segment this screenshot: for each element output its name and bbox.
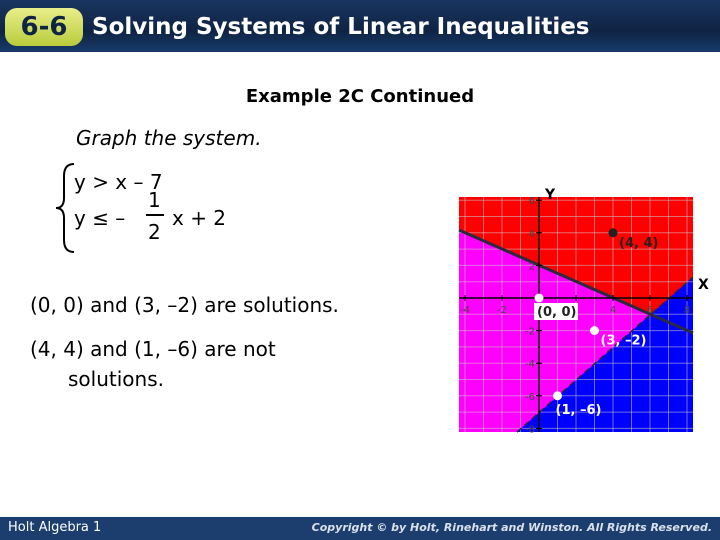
inequality-2-suffix: x + 2 (172, 206, 227, 230)
point (534, 293, 544, 303)
point-label: (4, 4) (619, 236, 658, 251)
slide-title: Solving Systems of Linear Inequalities (92, 14, 590, 40)
label-box (534, 303, 578, 320)
subtitle: Example 2C Continued (245, 86, 475, 107)
point-label: (0, 0) (537, 305, 576, 320)
boundary-line-dashed (516, 276, 694, 433)
x-axis-label: X (698, 277, 709, 293)
footer-right: Copyright © by Holt, Rinehart and Winsto… (311, 521, 712, 534)
y-tick-label: -4 (525, 359, 535, 370)
brace (55, 163, 75, 253)
note: solutions. (68, 367, 164, 391)
x-tick-label: -2 (497, 305, 507, 316)
boundary-line (458, 228, 694, 335)
x-tick-label: 8 (684, 305, 690, 316)
x-tick-label: -4 (460, 305, 470, 316)
x-tick-label: 4 (610, 305, 616, 316)
point-label: (1, –6) (556, 403, 602, 418)
point (553, 391, 562, 401)
inequality-1: y > x – 7 (74, 170, 163, 194)
instruction: Graph the system. (76, 126, 262, 150)
point (608, 228, 618, 238)
x-tick-label: 6 (647, 305, 653, 316)
y-tick-label: 6 (529, 196, 535, 207)
y-tick-label: -8 (525, 424, 535, 435)
inequality-2-prefix: y ≤ – (74, 206, 126, 230)
footer-bar (0, 517, 720, 540)
y-tick-label: -6 (525, 392, 535, 403)
fraction-bar (146, 214, 164, 216)
y-axis-label: Y (544, 187, 556, 203)
y-tick-label: -2 (525, 327, 535, 338)
y-tick-label: 4 (529, 229, 535, 240)
footer-left: Holt Algebra 1 (8, 520, 102, 535)
note: (4, 4) and (1, –6) are not (30, 337, 276, 361)
header-bar (0, 0, 720, 52)
y-tick-label: 2 (529, 261, 535, 272)
fraction-numerator: 1 (148, 188, 161, 212)
point (590, 326, 599, 336)
badge: 6-6 (5, 8, 83, 46)
point-label: (3, –2) (601, 334, 647, 349)
fraction-denominator: 2 (148, 220, 161, 244)
note: (0, 0) and (3, –2) are solutions. (30, 293, 339, 317)
